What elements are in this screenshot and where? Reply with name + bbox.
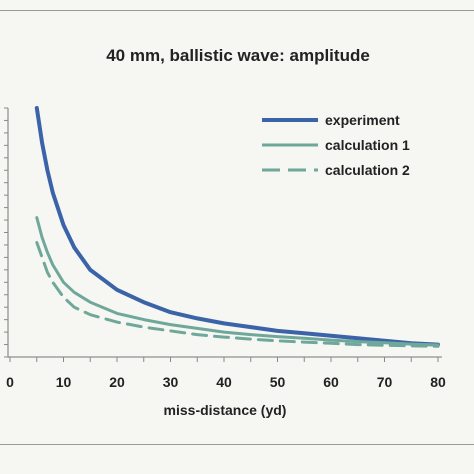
x-tick-label: 50 <box>270 374 286 390</box>
legend-label-1: experiment <box>325 112 400 128</box>
y-axis <box>4 107 9 358</box>
bottom-frame-line <box>0 444 474 445</box>
x-tick-label: 40 <box>216 374 232 390</box>
legend-label-3: calculation 2 <box>325 162 410 178</box>
x-tick-label: 80 <box>430 374 446 390</box>
x-tick-label: 10 <box>56 374 72 390</box>
x-tick-label: 60 <box>323 374 339 390</box>
x-axis: 0 10 20 30 40 50 60 70 80 <box>6 356 446 390</box>
series-line-2 <box>35 216 440 347</box>
x-tick-label: 20 <box>109 374 125 390</box>
x-axis-label: miss-distance (yd) <box>164 402 287 418</box>
series-line-1 <box>34 106 440 347</box>
chart-title: 40 mm, ballistic wave: amplitude <box>106 46 370 65</box>
legend-label-2: calculation 1 <box>325 137 410 153</box>
top-frame-line <box>0 10 474 11</box>
series-layer <box>34 106 440 348</box>
series-line-3 <box>35 241 440 348</box>
legend: experiment calculation 1 calculation 2 <box>262 112 410 178</box>
x-tick-label: 30 <box>163 374 179 390</box>
x-tick-label: 70 <box>377 374 393 390</box>
x-tick-label: 0 <box>6 374 14 390</box>
